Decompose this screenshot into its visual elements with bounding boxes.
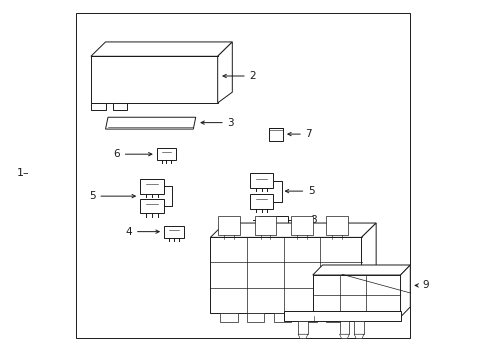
Polygon shape xyxy=(353,320,363,334)
Polygon shape xyxy=(299,313,316,321)
Polygon shape xyxy=(210,237,361,313)
Text: 6: 6 xyxy=(113,149,120,159)
Polygon shape xyxy=(339,320,348,334)
Polygon shape xyxy=(312,275,400,317)
Polygon shape xyxy=(105,117,195,129)
Text: 5: 5 xyxy=(307,186,314,196)
Polygon shape xyxy=(246,313,264,321)
Polygon shape xyxy=(140,198,163,213)
Polygon shape xyxy=(339,334,348,338)
Polygon shape xyxy=(254,216,276,235)
Polygon shape xyxy=(210,223,375,237)
Text: 7: 7 xyxy=(305,129,311,139)
Text: 1–: 1– xyxy=(17,168,30,178)
Polygon shape xyxy=(91,56,217,103)
Polygon shape xyxy=(163,226,183,238)
Polygon shape xyxy=(326,216,347,235)
Polygon shape xyxy=(140,179,163,194)
Polygon shape xyxy=(249,194,273,209)
Polygon shape xyxy=(113,103,127,110)
Polygon shape xyxy=(298,320,307,334)
Polygon shape xyxy=(218,216,239,235)
Polygon shape xyxy=(217,42,232,103)
Text: 5: 5 xyxy=(89,191,96,201)
Text: 4: 4 xyxy=(125,227,132,237)
Text: 9: 9 xyxy=(422,280,428,291)
Polygon shape xyxy=(291,216,312,235)
Polygon shape xyxy=(283,311,400,320)
Polygon shape xyxy=(400,265,409,317)
Polygon shape xyxy=(249,174,273,188)
Polygon shape xyxy=(91,42,232,56)
Polygon shape xyxy=(259,216,288,225)
Text: 3: 3 xyxy=(227,118,234,128)
Polygon shape xyxy=(157,148,176,160)
Polygon shape xyxy=(273,313,291,321)
Polygon shape xyxy=(91,103,105,110)
Polygon shape xyxy=(325,313,343,321)
Text: 2: 2 xyxy=(249,71,256,81)
Polygon shape xyxy=(269,128,283,140)
Polygon shape xyxy=(220,313,237,321)
Polygon shape xyxy=(312,265,409,275)
Text: 8: 8 xyxy=(310,215,316,225)
Polygon shape xyxy=(361,223,375,313)
Polygon shape xyxy=(298,334,307,338)
Polygon shape xyxy=(353,334,363,338)
